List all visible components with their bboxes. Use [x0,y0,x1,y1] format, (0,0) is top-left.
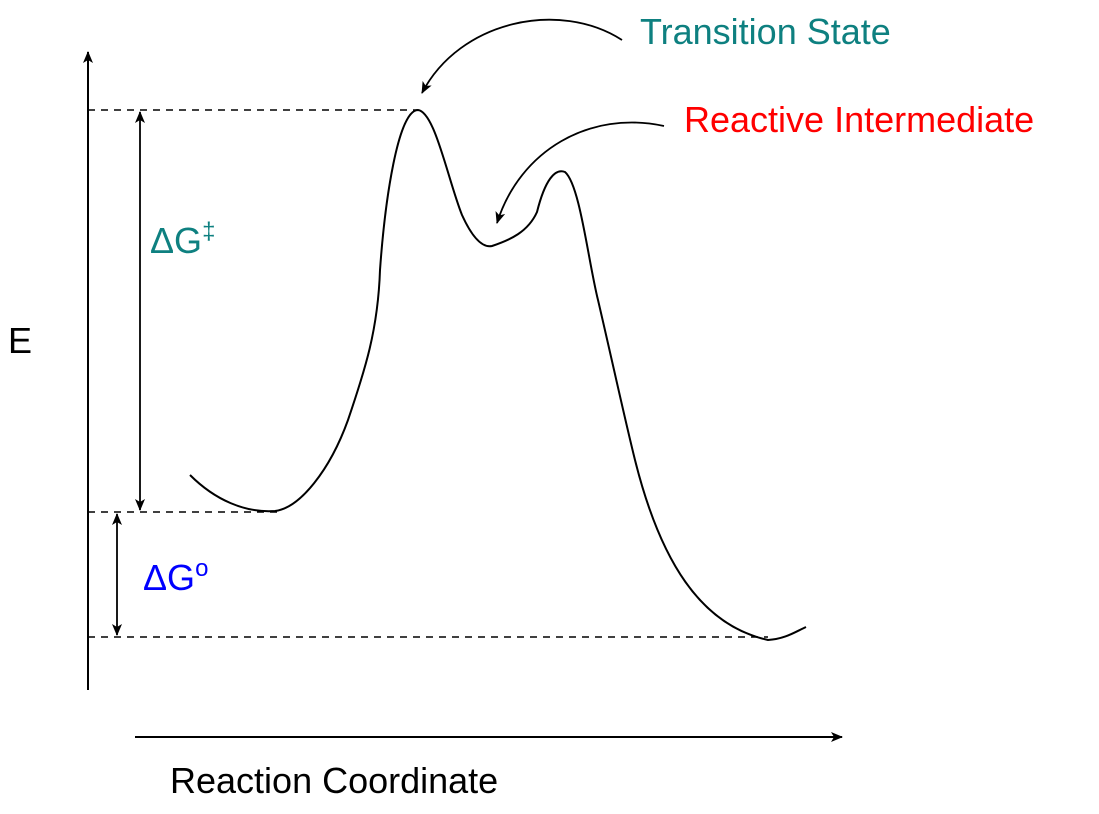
activation-energy-symbol: ΔG [150,220,202,261]
x-axis-label: Reaction Coordinate [170,760,498,801]
reactive-intermediate-pointer-arrow [495,121,665,224]
transition-state-pointer-arrow [421,18,623,94]
standard-energy-superscript: o [195,555,208,582]
transition-state-label: Transition State [640,11,891,52]
standard-energy-symbol: ΔG [143,557,195,598]
activation-energy-superscript: ‡ [202,218,215,245]
standard-energy-label: ΔGo [143,555,208,598]
reactive-intermediate-label: Reactive Intermediate [684,99,1034,140]
activation-energy-label: ΔG‡ [150,218,215,261]
y-axis-label: E [8,320,32,361]
reaction-energy-curve [189,108,807,642]
